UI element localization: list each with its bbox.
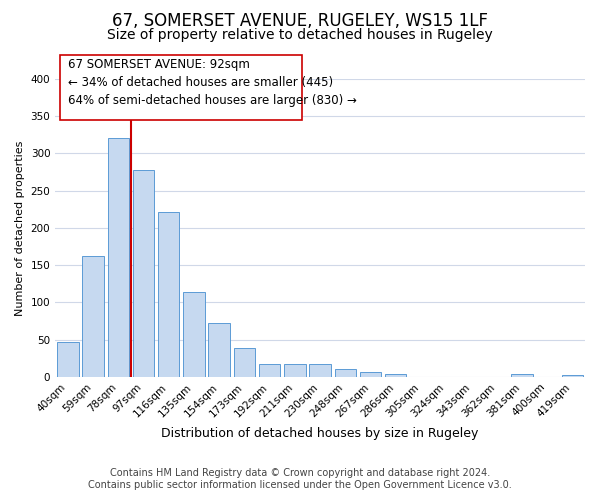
Bar: [133, 170, 154, 377]
Bar: [208, 322, 230, 377]
Bar: [562, 376, 583, 377]
Bar: [385, 374, 406, 377]
Bar: [158, 212, 179, 377]
Text: 67 SOMERSET AVENUE: 92sqm
← 34% of detached houses are smaller (445)
64% of semi: 67 SOMERSET AVENUE: 92sqm ← 34% of detac…: [68, 58, 357, 107]
Bar: [233, 348, 255, 377]
Bar: [360, 372, 381, 377]
Bar: [310, 364, 331, 377]
Bar: [284, 364, 305, 377]
Text: Size of property relative to detached houses in Rugeley: Size of property relative to detached ho…: [107, 28, 493, 42]
Bar: [183, 292, 205, 377]
Bar: [107, 138, 129, 377]
Bar: [335, 370, 356, 377]
Text: Contains public sector information licensed under the Open Government Licence v3: Contains public sector information licen…: [88, 480, 512, 490]
Bar: [259, 364, 280, 377]
Text: Contains HM Land Registry data © Crown copyright and database right 2024.: Contains HM Land Registry data © Crown c…: [110, 468, 490, 477]
Text: 67, SOMERSET AVENUE, RUGELEY, WS15 1LF: 67, SOMERSET AVENUE, RUGELEY, WS15 1LF: [112, 12, 488, 30]
X-axis label: Distribution of detached houses by size in Rugeley: Distribution of detached houses by size …: [161, 427, 479, 440]
Bar: [82, 256, 104, 377]
FancyBboxPatch shape: [60, 55, 302, 120]
Bar: [57, 342, 79, 377]
Bar: [511, 374, 533, 377]
Y-axis label: Number of detached properties: Number of detached properties: [15, 140, 25, 316]
